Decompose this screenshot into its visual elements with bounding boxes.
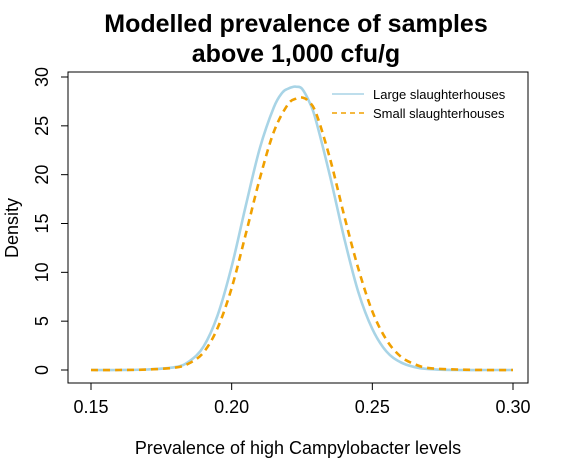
series-line-1: [90, 85, 513, 372]
y-axis: 0 5 10 15 20 25 30: [32, 67, 69, 375]
x-tick-label: 0.25: [355, 397, 390, 417]
legend: Large slaughterhouses Small slaughterhous…: [332, 87, 506, 121]
y-axis-label: Density: [2, 198, 22, 258]
y-tick-label: 5: [32, 316, 52, 326]
chart-subtitle: above 1,000 cfu/g: [192, 40, 400, 68]
y-tick-label: 20: [32, 165, 52, 185]
y-tick-label: 0: [32, 365, 52, 375]
x-tick-label: 0.15: [73, 397, 108, 417]
legend-label-1: Large slaughterhouses: [373, 87, 506, 102]
chart-title: Modelled prevalence of samples: [104, 10, 487, 38]
y-tick-label: 10: [32, 262, 52, 282]
y-tick-label: 25: [32, 116, 52, 136]
x-tick-label: 0.20: [214, 397, 249, 417]
x-axis: 0.15 0.20 0.25 0.30: [73, 382, 531, 417]
y-tick-label: 15: [32, 213, 52, 233]
legend-label-2: Small slaughterhouses: [373, 106, 505, 121]
x-tick-label: 0.30: [495, 397, 530, 417]
series-line-2: [90, 96, 514, 372]
series-layer: [90, 85, 514, 372]
y-tick-label: 30: [32, 67, 52, 87]
x-axis-label: Prevalence of high Campylobacter levels: [135, 438, 461, 458]
